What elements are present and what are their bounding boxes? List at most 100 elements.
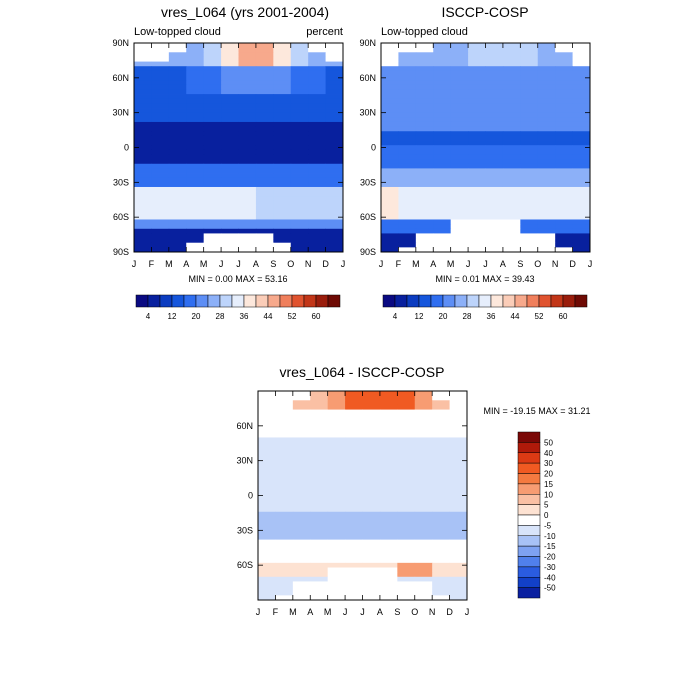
heatmap-cell	[362, 558, 381, 564]
heatmap-cell	[414, 534, 433, 541]
heatmap-cell	[572, 75, 591, 81]
heatmap-cell	[345, 437, 363, 443]
heatmap-cell	[186, 149, 205, 155]
heatmap-cell	[537, 94, 556, 100]
heatmap-cell	[468, 108, 486, 114]
heatmap-cell	[203, 84, 222, 90]
heatmap-cell	[186, 145, 205, 151]
colorbar-label: 20	[192, 312, 201, 321]
heatmap-cell	[449, 469, 468, 475]
heatmap-cell	[325, 84, 344, 90]
heatmap-cell	[572, 242, 591, 248]
heatmap-cell	[275, 558, 294, 564]
heatmap-cell	[468, 196, 486, 202]
heatmap-cell	[275, 530, 294, 536]
heatmap-cell	[485, 98, 504, 104]
heatmap-cell	[450, 43, 469, 49]
heatmap-cell	[258, 530, 276, 536]
heatmap-cell	[398, 108, 417, 114]
heatmap-cell	[292, 586, 311, 592]
heatmap-cell	[308, 196, 326, 202]
heatmap-cell	[381, 126, 399, 132]
heatmap-cell	[275, 497, 294, 503]
heatmap-cell	[415, 149, 434, 155]
heatmap-cell	[308, 135, 326, 141]
heatmap-cell	[485, 112, 504, 118]
heatmap-cell	[292, 469, 311, 475]
heatmap-cell	[238, 94, 257, 100]
heatmap-cell	[485, 238, 504, 244]
heatmap-cell	[381, 238, 399, 244]
heatmap-cell	[327, 497, 346, 503]
heatmap-cell	[537, 205, 556, 211]
heatmap-cell	[290, 182, 309, 188]
heatmap-cell	[186, 242, 205, 248]
colorbar-swatch	[517, 473, 541, 485]
heatmap-cell	[238, 145, 257, 151]
heatmap-cell	[537, 173, 556, 179]
heatmap-cell	[327, 530, 346, 536]
heatmap-cell	[273, 233, 292, 239]
heatmap-cell	[362, 539, 381, 545]
heatmap-cell	[397, 572, 416, 578]
heatmap-cell	[398, 131, 417, 137]
heatmap-cell	[221, 196, 239, 202]
heatmap-cell	[238, 186, 257, 193]
heatmap-cell	[379, 553, 398, 559]
heatmap-cell	[255, 43, 274, 49]
heatmap-cell	[468, 242, 486, 248]
heatmap-cell	[433, 103, 452, 109]
heatmap-cell	[379, 507, 398, 513]
heatmap-cell	[415, 84, 434, 90]
heatmap-cell	[433, 98, 452, 104]
heatmap-cell	[397, 400, 416, 406]
heatmap-cell	[310, 576, 329, 582]
heatmap-cell	[555, 177, 573, 183]
heatmap-cell	[325, 61, 344, 67]
heatmap-cell	[203, 75, 222, 81]
heatmap-cell	[203, 140, 222, 146]
heatmap-cell	[345, 558, 363, 564]
heatmap-cell	[555, 145, 573, 151]
heatmap-cell	[151, 52, 170, 58]
heatmap-cell	[134, 210, 152, 216]
colorbar-label: -40	[544, 573, 556, 582]
heatmap-cell	[415, 191, 434, 197]
heatmap-cell	[327, 469, 346, 475]
heatmap-cell	[520, 145, 539, 151]
heatmap-cell	[325, 89, 344, 95]
heatmap-cell	[273, 52, 292, 58]
heatmap-cell	[168, 145, 187, 151]
x-tick-label: M	[289, 607, 297, 617]
heatmap-cell	[292, 548, 311, 554]
heatmap-cell	[308, 219, 326, 225]
heatmap-cell	[258, 456, 276, 462]
colorbar-label: 4	[393, 312, 398, 321]
heatmap-cell	[433, 196, 452, 202]
heatmap-cell	[325, 247, 344, 253]
heatmap-cell	[203, 117, 222, 123]
heatmap-cell	[345, 595, 363, 601]
heatmap-cell	[397, 530, 416, 536]
heatmap-cell	[290, 214, 309, 220]
heatmap-cell	[238, 56, 257, 62]
heatmap-cell	[520, 159, 539, 165]
heatmap-cell	[325, 140, 344, 146]
heatmap-cell	[432, 423, 450, 429]
heatmap-cell	[414, 479, 433, 485]
heatmap-cell	[258, 479, 276, 485]
heatmap-cell	[186, 182, 205, 188]
colorbar-label: 12	[415, 312, 424, 321]
heatmap-cell	[134, 135, 152, 141]
colorbar-swatch	[315, 294, 329, 308]
heatmap-cell	[168, 196, 187, 202]
heatmap-cell	[449, 446, 468, 452]
heatmap-cell	[450, 159, 469, 165]
heatmap-cell	[327, 553, 346, 559]
heatmap-cell	[292, 418, 311, 424]
heatmap-cell	[537, 108, 556, 114]
heatmap-cell	[362, 572, 381, 578]
heatmap-cell	[362, 590, 381, 596]
colorbar-swatch	[267, 294, 281, 308]
heatmap-cell	[308, 131, 326, 137]
